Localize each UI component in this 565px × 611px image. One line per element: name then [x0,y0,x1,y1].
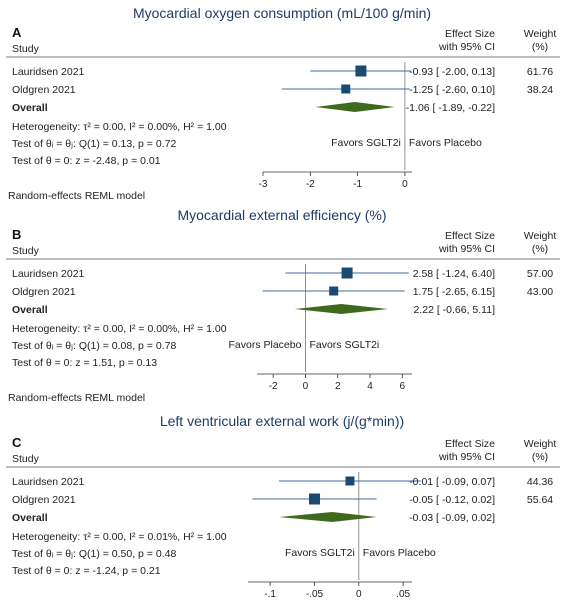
model-note: Random-effects REML model [8,392,145,404]
x-tick-label: 0 [402,179,408,190]
weight-value: 61.76 [527,66,553,78]
study-name: Oldgren 2021 [12,84,76,96]
forest-panel-c: Left ventricular external work (j/(g*min… [6,413,560,600]
x-tick-label: 6 [400,381,406,392]
panel-letter: C [12,435,22,450]
favors-left-label: Favors SGLT2i [331,137,401,149]
panel-letter: A [12,25,22,40]
weight-value: 57.00 [527,268,553,280]
x-tick-label: 2 [335,381,341,392]
overall-diamond [294,304,388,314]
weight-unit-header: (%) [532,451,548,463]
favors-left-label: Favors SGLT2i [285,547,355,559]
study-header: Study [12,43,40,55]
panel-letter: B [12,227,21,242]
x-tick-label: -3 [259,179,268,190]
effect-ci-value: -1.25 [ -2.60, 0.10] [409,84,495,96]
x-tick-label: 0 [356,589,362,600]
effect-size-header: Effect Size [445,28,495,40]
effect-ci-value: -0.93 [ -2.00, 0.13] [409,66,495,78]
effect-ci-value: -0.01 [ -0.09, 0.07] [409,476,495,488]
effect-marker [329,286,339,296]
weight-unit-header: (%) [532,243,548,255]
effect-size-header: Effect Size [445,438,495,450]
weight-unit-header: (%) [532,41,548,53]
effect-ci-value: 1.75 [ -2.65, 6.15] [413,286,495,298]
overall-diamond [315,102,395,112]
test-equality-stat: Test of θᵢ = θⱼ: Q(1) = 0.08, p = 0.78 [12,340,176,352]
test-zero-stat: Test of θ = 0: z = -2.48, p = 0.01 [12,155,161,167]
study-name: Lauridsen 2021 [12,268,85,280]
overall-diamond [279,512,377,522]
panel-title: Myocardial oxygen consumption (mL/100 g/… [133,5,431,21]
effect-size-header: Effect Size [445,230,495,242]
heterogeneity-stat: Heterogeneity: τ² = 0.00, I² = 0.00%, H²… [12,323,227,335]
favors-left-label: Favors Placebo [228,339,301,351]
forest-panel-a: Myocardial oxygen consumption (mL/100 g/… [6,5,560,202]
weight-header: Weight [524,230,557,242]
ci-header: with 95% CI [438,41,495,53]
x-tick-label: -2 [269,381,278,392]
study-header: Study [12,245,40,257]
model-note: Random-effects REML model [8,190,145,202]
test-zero-stat: Test of θ = 0: z = 1.51, p = 0.13 [12,357,157,369]
x-tick-label: -.05 [306,589,324,600]
effect-marker [355,65,367,77]
effect-marker [308,493,320,505]
favors-right-label: Favors SGLT2i [309,339,379,351]
overall-ci-value: 2.22 [ -0.66, 5.11] [413,304,495,316]
overall-ci-value: -0.03 [ -0.09, 0.02] [409,512,495,524]
x-tick-label: -2 [306,179,315,190]
heterogeneity-stat: Heterogeneity: τ² = 0.00, I² = 0.00%, H²… [12,121,227,133]
overall-label: Overall [12,304,48,316]
study-name: Lauridsen 2021 [12,66,85,78]
effect-ci-value: -0.05 [ -0.12, 0.02] [409,494,495,506]
heterogeneity-stat: Heterogeneity: τ² = 0.00, I² = 0.01%, H²… [12,531,227,543]
study-header: Study [12,453,40,465]
effect-marker [341,84,351,94]
weight-value: 38.24 [527,84,553,96]
effect-marker [341,267,353,279]
x-tick-label: .05 [396,589,410,600]
overall-ci-value: -1.06 [ -1.89, -0.22] [406,102,495,114]
x-tick-label: -1 [353,179,362,190]
x-tick-label: -.1 [264,589,276,600]
x-tick-label: 4 [367,381,373,392]
panel-title: Myocardial external efficiency (%) [177,207,386,223]
x-tick-label: 0 [303,381,309,392]
ci-header: with 95% CI [438,243,495,255]
panel-title: Left ventricular external work (j/(g*min… [160,413,404,429]
weight-header: Weight [524,438,557,450]
overall-label: Overall [12,512,48,524]
forest-panel-b: Myocardial external efficiency (%) B Study… [6,207,560,404]
weight-value: 55.64 [527,494,553,506]
favors-right-label: Favors Placebo [409,137,482,149]
study-name: Oldgren 2021 [12,286,76,298]
overall-label: Overall [12,102,48,114]
test-zero-stat: Test of θ = 0: z = -1.24, p = 0.21 [12,565,161,577]
effect-marker [345,476,355,486]
weight-header: Weight [524,28,557,40]
study-name: Lauridsen 2021 [12,476,85,488]
test-equality-stat: Test of θᵢ = θⱼ: Q(1) = 0.50, p = 0.48 [12,548,176,560]
ci-header: with 95% CI [438,451,495,463]
effect-ci-value: 2.58 [ -1.24, 6.40] [413,268,495,280]
study-name: Oldgren 2021 [12,494,76,506]
favors-right-label: Favors Placebo [363,547,436,559]
test-equality-stat: Test of θᵢ = θⱼ: Q(1) = 0.13, p = 0.72 [12,138,176,150]
weight-value: 43.00 [527,286,553,298]
weight-value: 44.36 [527,476,553,488]
